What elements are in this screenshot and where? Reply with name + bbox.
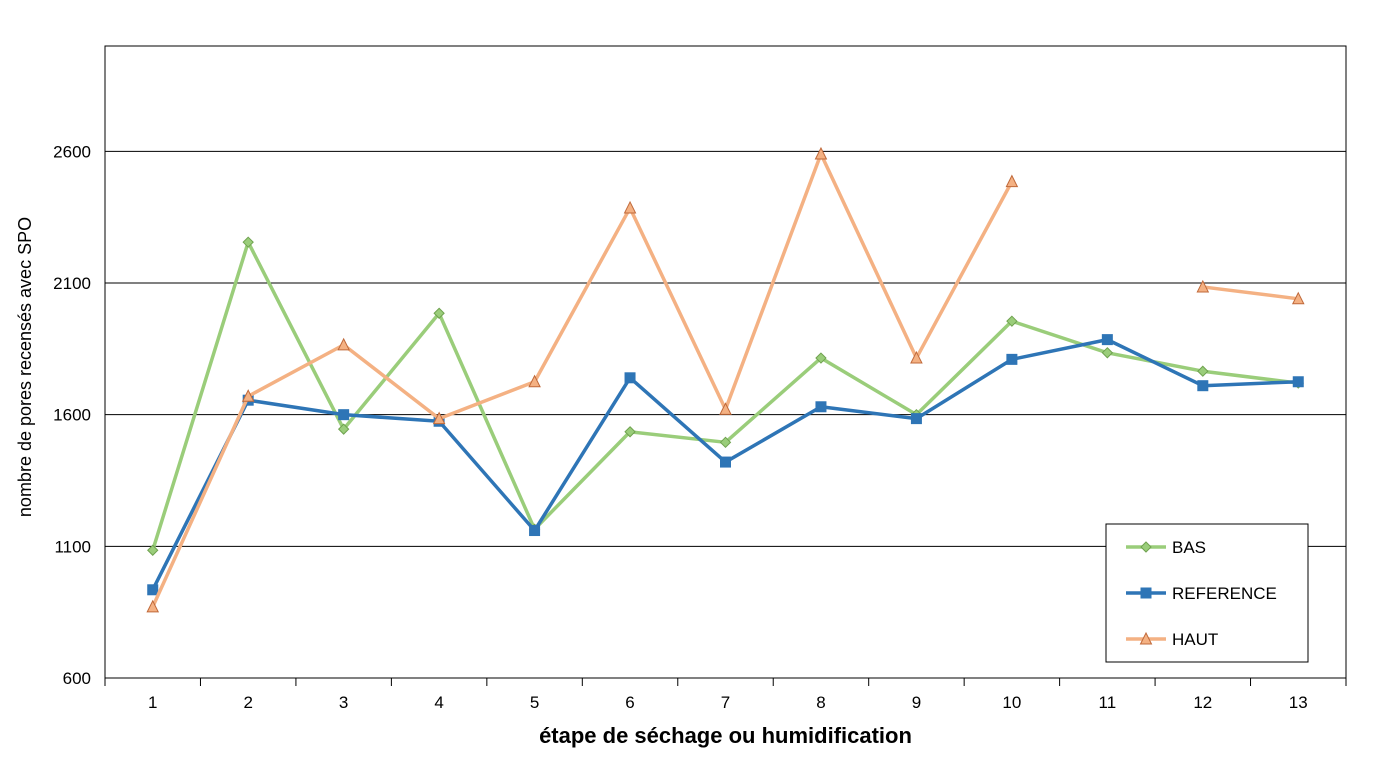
data-point-haut [1291, 291, 1305, 305]
x-tick-label: 5 [530, 693, 539, 712]
x-tick-label: 6 [625, 693, 634, 712]
data-point-reference [147, 584, 159, 596]
y-tick-label: 1600 [53, 406, 91, 425]
data-point-bas [719, 436, 732, 449]
y-axis-title: nombre de pores recensés avec SPO [15, 217, 35, 517]
legend-marker-reference [1140, 587, 1152, 599]
data-point-reference [1292, 376, 1304, 388]
x-tick-label: 12 [1193, 693, 1212, 712]
legend-label-reference: REFERENCE [1172, 584, 1277, 603]
x-axis-title: étape de séchage ou humidification [539, 723, 912, 748]
data-point-reference [815, 401, 827, 413]
y-tick-label: 1100 [54, 537, 91, 556]
data-point-bas [337, 423, 350, 435]
x-tick-label: 9 [912, 693, 921, 712]
legend-item-bas: BAS [1126, 538, 1206, 557]
x-tick-label: 11 [1099, 693, 1117, 712]
data-point-haut [623, 200, 637, 214]
data-point-bas [242, 236, 254, 248]
data-point-reference [1006, 353, 1018, 365]
legend: BAS REFERENCE HAUT [1105, 523, 1309, 663]
x-tick-label: 2 [243, 693, 252, 712]
x-tick-label: 3 [339, 693, 348, 712]
data-point-haut [528, 374, 541, 388]
data-point-bas [1101, 347, 1114, 359]
data-point-haut [432, 411, 446, 425]
data-point-reference [910, 413, 922, 425]
data-point-haut [910, 350, 923, 364]
legend-item-haut: HAUT [1126, 630, 1218, 649]
y-tick-label: 2600 [53, 142, 91, 161]
data-point-haut [337, 337, 350, 351]
x-tick-label: 1 [148, 693, 157, 712]
legend-item-reference: REFERENCE [1126, 584, 1277, 603]
y-tick-label: 2100 [53, 274, 91, 293]
legend-label-bas: BAS [1172, 538, 1206, 557]
gridlines [105, 150, 1346, 547]
x-tick-label: 13 [1289, 693, 1308, 712]
x-tick-label: 7 [721, 693, 730, 712]
x-tick-label: 10 [1002, 693, 1021, 712]
data-point-reference [1101, 334, 1113, 346]
data-point-haut [814, 146, 828, 160]
data-point-reference [338, 409, 350, 421]
data-point-reference [624, 372, 636, 384]
data-point-bas [147, 544, 159, 556]
y-tick-label: 600 [63, 669, 91, 688]
data-point-bas [1197, 365, 1209, 377]
x-tick-labels: 1 2 3 4 5 6 7 8 9 10 11 12 13 [148, 693, 1308, 712]
data-point-reference [720, 456, 731, 468]
data-point-bas [815, 352, 827, 364]
plot-area [104, 45, 1347, 679]
series-bas [147, 236, 1304, 556]
series-line-haut [1202, 285, 1299, 301]
data-point-bas [433, 307, 445, 319]
series-line-bas [151, 240, 1299, 551]
x-tick-label: 8 [816, 693, 825, 712]
legend-marker-haut [1139, 631, 1153, 645]
legend-marker-bas [1140, 541, 1152, 553]
data-point-haut [1196, 279, 1210, 293]
legend-label-haut: HAUT [1172, 630, 1218, 649]
y-tick-labels: 600 1100 1600 2100 2600 [53, 142, 91, 688]
data-point-reference [1197, 380, 1209, 392]
data-point-haut [1005, 174, 1019, 188]
data-point-bas [1006, 315, 1018, 327]
x-tick-marks [104, 678, 1347, 686]
series-haut [146, 146, 1305, 613]
series-line-haut [151, 152, 1014, 608]
data-point-haut [719, 402, 732, 415]
data-point-haut [146, 599, 160, 613]
series-layer [146, 146, 1305, 613]
data-point-bas [624, 426, 636, 438]
data-point-reference [529, 525, 541, 537]
data-point-haut [241, 389, 255, 402]
x-tick-label: 4 [434, 693, 443, 712]
